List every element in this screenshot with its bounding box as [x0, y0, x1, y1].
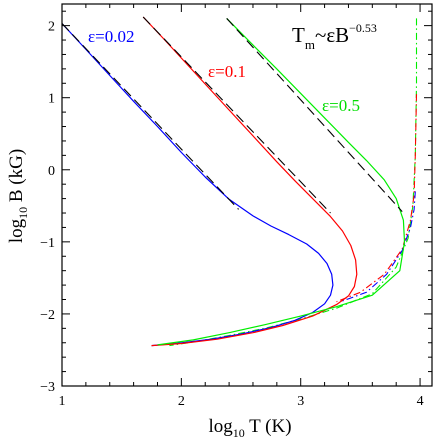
- x-tick-label-0: 1: [59, 394, 66, 409]
- y-tick-label-5: 2: [48, 20, 55, 35]
- dash-dot-curve-2: [342, 191, 416, 302]
- series-label-eps-0-02: ε=0.02: [88, 27, 134, 46]
- x-axis-label: log10 T (K): [208, 416, 291, 438]
- x-tick-label-1: 2: [178, 394, 185, 409]
- asymptote-line-2: [226, 18, 403, 212]
- series-line-0: [61, 23, 334, 347]
- plot-frame: [61, 3, 433, 387]
- y-tick-label-2: −1: [40, 236, 55, 251]
- ticks-layer: [61, 4, 432, 387]
- curves-layer: [61, 16, 418, 347]
- asymptote-line-0: [61, 23, 239, 210]
- series-line-2: [157, 17, 406, 346]
- scaling-formula: Tm~εB−0.53: [292, 21, 377, 52]
- y-tick-label-4: 1: [48, 92, 55, 107]
- dash-dot-curve-0: [169, 18, 418, 347]
- y-tick-label-0: −3: [40, 380, 55, 395]
- y-axis-label: log10 B (kG): [6, 149, 30, 243]
- dash-dot-curve-1: [336, 94, 418, 303]
- x-tick-label-3: 4: [417, 394, 424, 409]
- series-label-eps-0-5: ε=0.5: [322, 96, 360, 115]
- series-line-1: [142, 16, 358, 347]
- x-tick-label-2: 3: [297, 394, 304, 409]
- asymptote-line-1: [142, 16, 331, 214]
- y-tick-label-1: −2: [40, 308, 55, 323]
- series-label-eps-0-1: ε=0.1: [208, 62, 246, 81]
- y-tick-label-3: 0: [48, 164, 55, 179]
- tick-labels-layer: 1 2 3 4 −3 −2 −1 0 1 2: [40, 20, 423, 409]
